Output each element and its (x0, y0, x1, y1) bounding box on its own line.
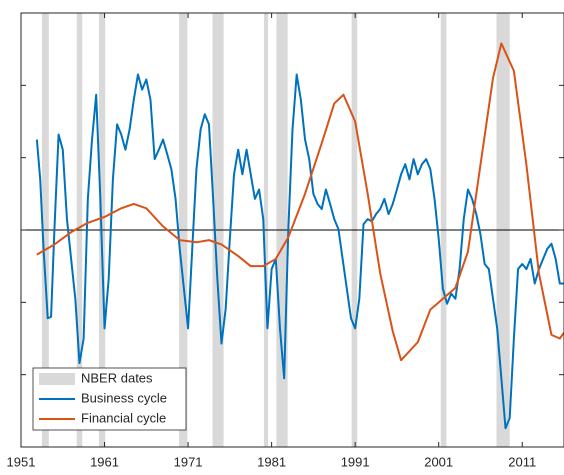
x-tick-label: 1991 (341, 454, 370, 469)
legend-label: Business cycle (81, 390, 167, 405)
x-tick-label: 1971 (174, 454, 203, 469)
x-tick-label: 1961 (90, 454, 119, 469)
legend-label: Financial cycle (81, 410, 166, 425)
x-tick-label: 2001 (424, 454, 453, 469)
series-line (36, 42, 564, 362)
series-line (35, 73, 564, 430)
legend-swatch (39, 373, 75, 385)
x-tick-label: 2011 (508, 454, 536, 469)
x-tick-label: 1951 (7, 454, 36, 469)
legend-label: NBER dates (81, 370, 153, 385)
x-tick-label: 1981 (257, 454, 286, 469)
